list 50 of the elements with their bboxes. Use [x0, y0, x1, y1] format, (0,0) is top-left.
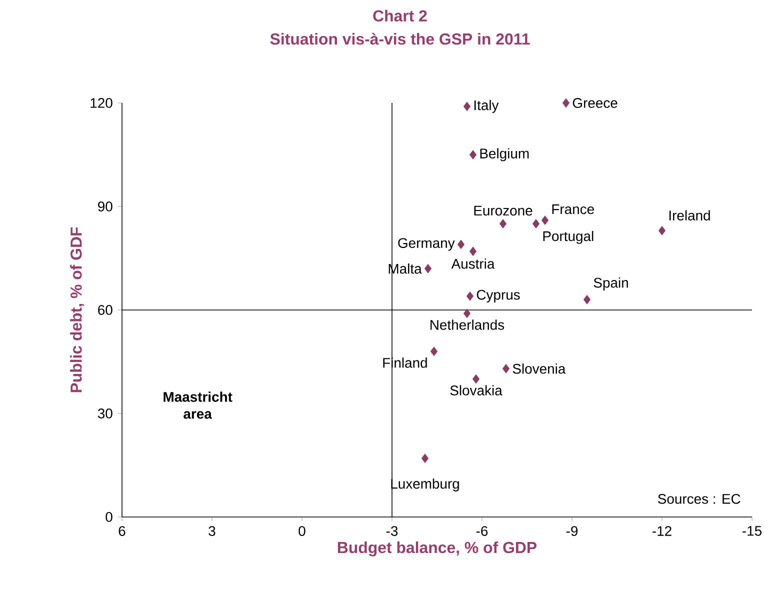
x-tick-label: -6 — [476, 526, 488, 536]
x-tick-label: -3 — [386, 526, 398, 536]
y-tick-label: 30 — [98, 408, 112, 418]
point — [499, 219, 507, 228]
y-tick-label: 0 — [106, 512, 112, 522]
annotation: Ireland — [669, 210, 710, 220]
annotation: Maastricht area — [164, 392, 232, 419]
annotation: Austria — [451, 258, 495, 269]
annotation: France — [552, 204, 594, 214]
annotation: Germany — [398, 238, 455, 251]
annotation: Spain — [594, 277, 628, 290]
annotation: Slovakia — [450, 385, 502, 396]
x-tick-label: 3 — [208, 526, 216, 536]
point — [532, 219, 540, 228]
x-tick-label: 6 — [118, 526, 126, 536]
x-tick-label: -15 — [742, 526, 762, 536]
chart-subtitle: Situation vis-à-vis the GSP in 2011 — [270, 32, 530, 45]
annotation: Portugal — [543, 230, 594, 244]
annotation: Italy — [474, 100, 499, 113]
point — [583, 294, 591, 304]
point — [469, 246, 477, 256]
annotation: Eurozone — [474, 206, 532, 216]
x-axis-title: Budget balance, % of GDP — [338, 541, 537, 556]
point — [469, 150, 477, 160]
annotation: Slovenia — [512, 364, 566, 374]
point — [421, 454, 429, 464]
point — [541, 216, 549, 225]
chart-title: Chart 2 — [373, 10, 427, 22]
y-tick-label: 120 — [90, 98, 112, 108]
y-tick-label: 60 — [98, 305, 112, 315]
point — [466, 292, 474, 301]
point — [502, 364, 510, 374]
annotation: Sources : EC — [658, 494, 740, 504]
annotation: Netherlands — [430, 320, 504, 330]
x-tick-label: -12 — [652, 526, 672, 536]
point — [457, 240, 465, 250]
point — [430, 346, 438, 356]
point — [463, 102, 471, 112]
x-tick-label: -9 — [566, 526, 578, 536]
y-tick-label: 90 — [98, 202, 112, 212]
x-tick-label: 0 — [298, 526, 306, 536]
point — [424, 264, 432, 274]
point — [463, 308, 471, 318]
annotation: Cyprus — [476, 290, 520, 302]
point — [472, 374, 480, 384]
point — [658, 226, 666, 236]
annotation: Belgium — [480, 148, 529, 162]
annotation: Greece — [572, 98, 618, 108]
y-axis-title: Public debt, % of GDF — [70, 227, 84, 392]
point — [562, 98, 570, 108]
